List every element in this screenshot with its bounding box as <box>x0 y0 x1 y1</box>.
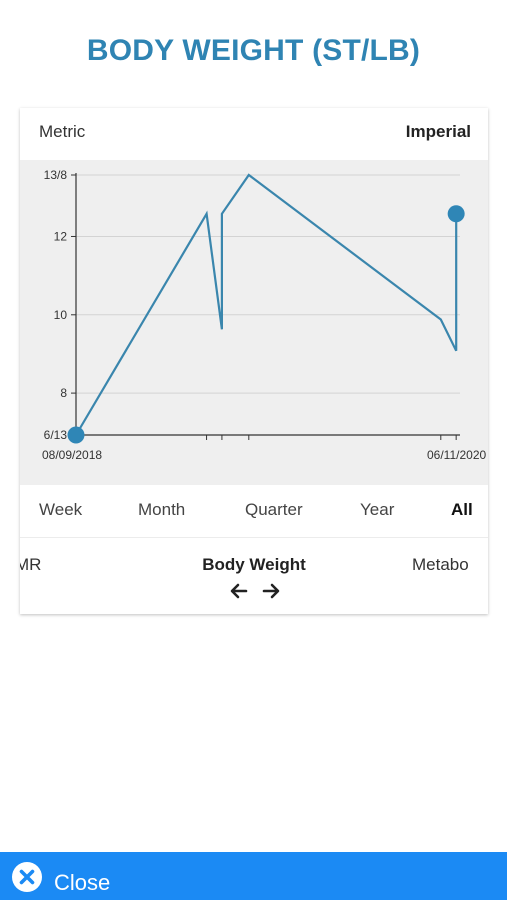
y-tick-label: 8 <box>60 386 67 400</box>
period-quarter[interactable]: Quarter <box>245 500 303 519</box>
unit-toggle: Metric Imperial <box>20 108 488 160</box>
period-selector: Week Month Quarter Year All <box>20 485 488 538</box>
chart-svg: 6/13 8 10 12 13/8 08/09/2018 06/11/2020 <box>42 168 486 462</box>
metric-current: Body Weight <box>202 555 306 574</box>
metric-prev[interactable]: MR <box>20 555 42 574</box>
period-month[interactable]: Month <box>138 500 186 519</box>
metric-carousel: MR Body Weight Metabo <box>20 538 488 614</box>
close-button-label[interactable]: Close <box>54 870 111 895</box>
arrow-right-icon[interactable] <box>260 580 282 602</box>
y-tick-label: 6/13 <box>44 428 68 442</box>
chart-card: Metric Imperial 6/13 8 10 12 13/8 08/09/2018 0… <box>20 108 488 614</box>
unit-metric-option[interactable]: Metric <box>39 122 86 141</box>
arrow-left-icon[interactable] <box>228 580 250 602</box>
close-icon[interactable] <box>11 861 43 893</box>
close-bar[interactable]: Close <box>0 852 507 900</box>
y-tick-label: 13/8 <box>44 168 68 182</box>
end-point <box>447 205 465 223</box>
weight-chart: 6/13 8 10 12 13/8 08/09/2018 06/11/2020 <box>20 160 488 485</box>
metric-arrows <box>228 580 282 602</box>
unit-imperial-option[interactable]: Imperial <box>405 122 471 141</box>
x-tick-label: 08/09/2018 <box>42 448 102 462</box>
period-week[interactable]: Week <box>39 500 83 519</box>
y-tick-label: 12 <box>54 229 68 243</box>
y-tick-label: 10 <box>54 308 68 322</box>
metric-next[interactable]: Metabo <box>412 555 469 574</box>
series-line <box>75 173 458 436</box>
start-point <box>67 426 85 444</box>
period-all[interactable]: All <box>451 500 473 519</box>
page-title: BODY WEIGHT (ST/LB) <box>86 34 421 67</box>
x-tick-label: 06/11/2020 <box>427 448 486 462</box>
period-year[interactable]: Year <box>360 500 395 519</box>
